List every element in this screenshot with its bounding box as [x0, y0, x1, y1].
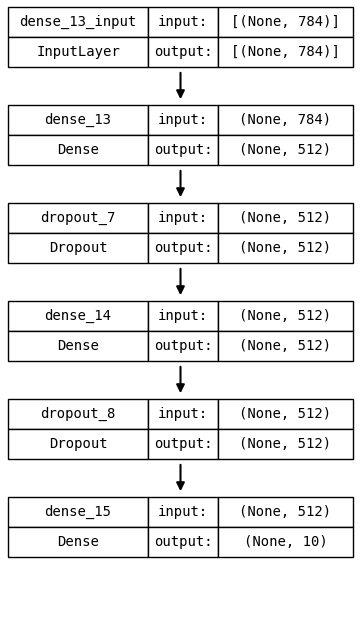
- Bar: [218, 399, 353, 429]
- Text: output:: output:: [154, 437, 212, 451]
- Text: dense_13: dense_13: [44, 113, 112, 127]
- Bar: [218, 135, 353, 165]
- Bar: [8, 203, 148, 233]
- Text: InputLayer: InputLayer: [36, 45, 120, 59]
- Bar: [218, 331, 353, 361]
- Bar: [8, 429, 148, 459]
- Bar: [148, 527, 218, 557]
- Text: dense_15: dense_15: [44, 505, 112, 519]
- Text: Dense: Dense: [57, 143, 99, 157]
- Bar: [8, 37, 148, 67]
- Text: input:: input:: [158, 211, 208, 225]
- Bar: [8, 233, 148, 263]
- Text: (None, 512): (None, 512): [239, 309, 331, 323]
- Bar: [8, 301, 148, 331]
- Text: input:: input:: [158, 15, 208, 29]
- Bar: [148, 135, 218, 165]
- Bar: [218, 105, 353, 135]
- Bar: [148, 37, 218, 67]
- Bar: [148, 429, 218, 459]
- Text: (None, 10): (None, 10): [244, 535, 327, 549]
- Bar: [148, 331, 218, 361]
- Text: input:: input:: [158, 407, 208, 421]
- Text: Dropout: Dropout: [49, 437, 107, 451]
- Bar: [218, 7, 353, 37]
- Text: [(None, 784)]: [(None, 784)]: [231, 15, 340, 29]
- Text: (None, 512): (None, 512): [239, 339, 331, 353]
- Bar: [8, 135, 148, 165]
- Bar: [218, 497, 353, 527]
- Bar: [218, 203, 353, 233]
- Text: dropout_8: dropout_8: [40, 407, 116, 421]
- Text: output:: output:: [154, 45, 212, 59]
- Text: (None, 512): (None, 512): [239, 505, 331, 519]
- Text: dropout_7: dropout_7: [40, 211, 116, 225]
- Text: [(None, 784)]: [(None, 784)]: [231, 45, 340, 59]
- Text: Dropout: Dropout: [49, 241, 107, 255]
- Bar: [148, 233, 218, 263]
- Text: (None, 512): (None, 512): [239, 407, 331, 421]
- Bar: [148, 497, 218, 527]
- Bar: [8, 105, 148, 135]
- Text: Dense: Dense: [57, 535, 99, 549]
- Text: (None, 512): (None, 512): [239, 143, 331, 157]
- Text: dense_14: dense_14: [44, 309, 112, 323]
- Text: input:: input:: [158, 309, 208, 323]
- Bar: [218, 233, 353, 263]
- Text: output:: output:: [154, 535, 212, 549]
- Bar: [148, 301, 218, 331]
- Bar: [8, 7, 148, 37]
- Text: output:: output:: [154, 143, 212, 157]
- Text: dense_13_input: dense_13_input: [19, 15, 136, 29]
- Bar: [218, 527, 353, 557]
- Text: output:: output:: [154, 339, 212, 353]
- Bar: [218, 429, 353, 459]
- Bar: [148, 399, 218, 429]
- Bar: [8, 331, 148, 361]
- Text: (None, 784): (None, 784): [239, 113, 331, 127]
- Text: (None, 512): (None, 512): [239, 211, 331, 225]
- Bar: [8, 399, 148, 429]
- Text: (None, 512): (None, 512): [239, 437, 331, 451]
- Text: (None, 512): (None, 512): [239, 241, 331, 255]
- Bar: [148, 105, 218, 135]
- Bar: [148, 203, 218, 233]
- Text: output:: output:: [154, 241, 212, 255]
- Bar: [8, 497, 148, 527]
- Bar: [218, 301, 353, 331]
- Bar: [218, 37, 353, 67]
- Text: input:: input:: [158, 113, 208, 127]
- Text: Dense: Dense: [57, 339, 99, 353]
- Bar: [8, 527, 148, 557]
- Bar: [148, 7, 218, 37]
- Text: input:: input:: [158, 505, 208, 519]
